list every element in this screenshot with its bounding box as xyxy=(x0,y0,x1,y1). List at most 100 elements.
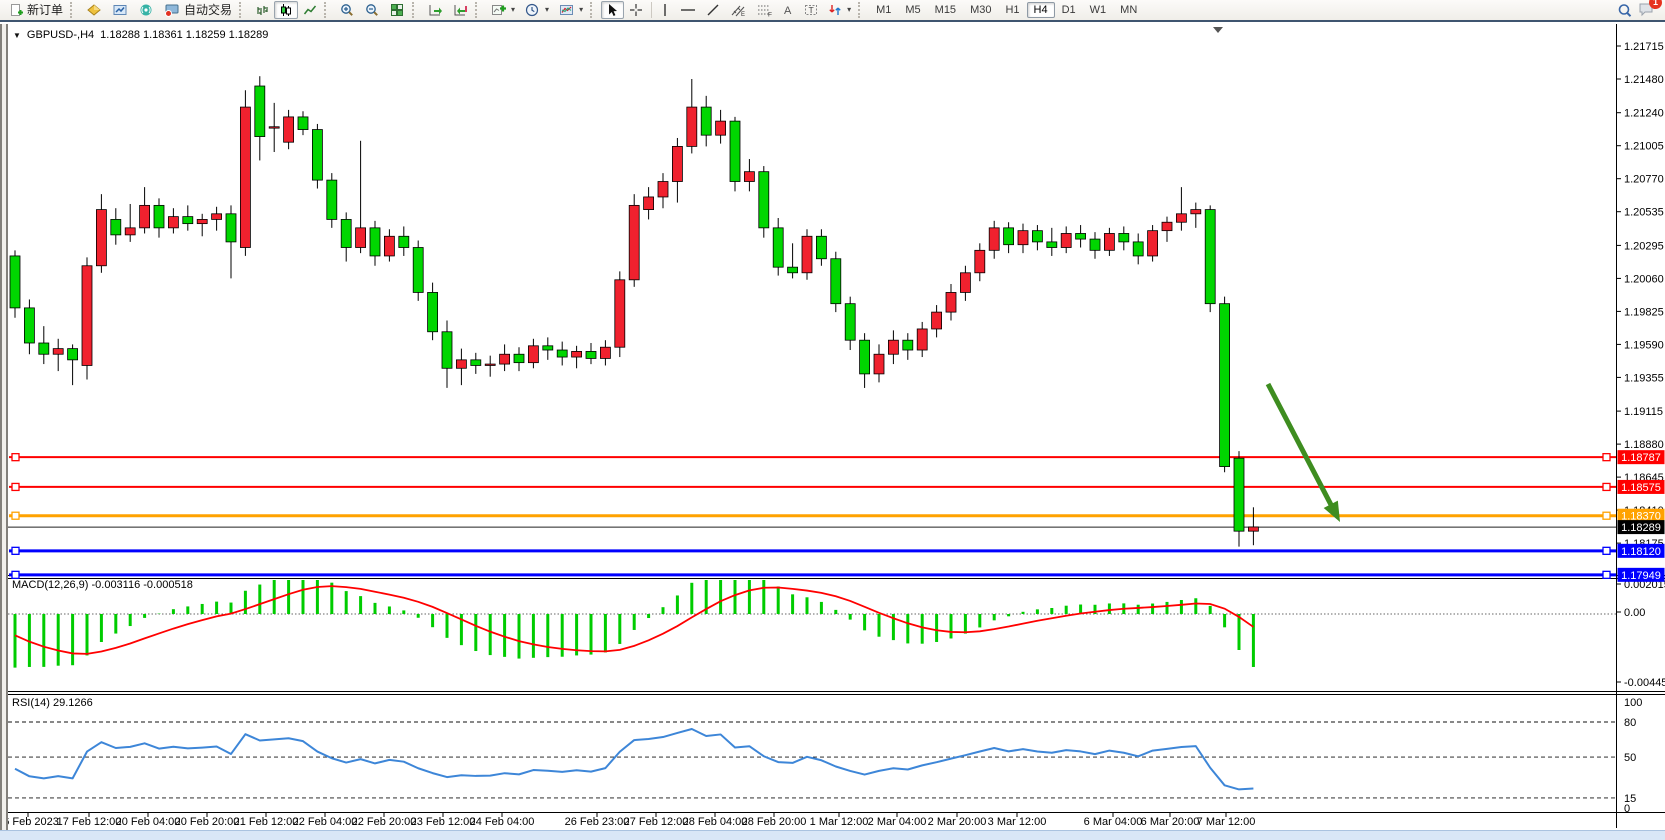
macd-indicator-label: MACD(12,26,9) -0.003116 -0.000518 xyxy=(12,579,193,591)
line-handle[interactable] xyxy=(11,570,20,579)
indicators-button[interactable]: ▾ xyxy=(486,1,520,19)
candle xyxy=(427,292,439,333)
text-icon: A xyxy=(782,3,794,17)
new-order-button[interactable]: 新订单 xyxy=(4,1,68,19)
trend-arrow-head[interactable] xyxy=(1323,500,1340,522)
timeframe-mn-button[interactable]: MN xyxy=(1113,2,1144,18)
chart-candles-button[interactable] xyxy=(274,1,299,19)
price-badge: 1.18575 xyxy=(1617,479,1665,494)
timeframe-h4-button[interactable]: H4 xyxy=(1026,2,1055,18)
line-handle[interactable] xyxy=(11,482,20,492)
hline-tool-button[interactable] xyxy=(675,1,701,19)
text-label-tool-button[interactable]: T xyxy=(799,1,823,19)
timeframe-m1-button[interactable]: M1 xyxy=(869,2,898,18)
signals-button[interactable] xyxy=(133,1,159,19)
crosshair-icon xyxy=(629,3,643,17)
market-watch-button[interactable] xyxy=(81,1,107,19)
candle xyxy=(1104,233,1115,251)
time-tick-label: 6 Mar 20:00 xyxy=(1141,816,1200,828)
chart-bars-button[interactable] xyxy=(250,1,274,19)
candle xyxy=(225,213,237,243)
toolbar-grip xyxy=(324,2,331,18)
timeframe-m5-button[interactable]: M5 xyxy=(898,2,927,18)
templates-button[interactable]: ▾ xyxy=(554,1,588,19)
search-button[interactable] xyxy=(1612,1,1638,20)
text-tool-button[interactable]: A xyxy=(777,1,799,19)
line-handle[interactable] xyxy=(1602,482,1611,492)
timeframe-h1-button[interactable]: H1 xyxy=(998,2,1026,18)
line-handle[interactable] xyxy=(1602,570,1611,579)
candle xyxy=(1003,227,1014,246)
line-handle[interactable] xyxy=(11,546,20,555)
candle xyxy=(412,247,424,293)
fibonacci-tool-button[interactable]: F xyxy=(751,1,777,19)
price-badge: 1.18787 xyxy=(1617,450,1665,465)
line-handle[interactable] xyxy=(11,511,20,520)
zoom-out-button[interactable] xyxy=(360,1,385,19)
time-tick-label: 16 Feb 2023 xyxy=(0,816,59,828)
timeframe-m30-button[interactable]: M30 xyxy=(963,2,998,18)
tile-windows-button[interactable] xyxy=(385,1,410,19)
price-axis: 1.21715 1.21480 1.21240 1.21005 1.20770 1.205… xyxy=(1616,41,1664,550)
candle xyxy=(772,227,784,268)
time-tick-label: 7 Mar 12:00 xyxy=(1197,816,1256,828)
line-handle[interactable] xyxy=(11,453,20,462)
svg-text:1.17949: 1.17949 xyxy=(1621,570,1661,582)
svg-text:A: A xyxy=(784,5,792,17)
price-tick-label: 1.20295 xyxy=(1624,240,1664,252)
line-handle[interactable] xyxy=(1602,453,1611,462)
rsi-line xyxy=(14,728,1254,791)
timeframe-d1-button[interactable]: D1 xyxy=(1055,2,1083,18)
candle xyxy=(916,328,928,351)
search-icon xyxy=(1617,3,1633,18)
candle xyxy=(787,266,798,274)
timeframe-m15-button[interactable]: M15 xyxy=(928,2,963,18)
candle xyxy=(571,351,582,358)
candle xyxy=(52,348,64,355)
zoom-in-icon xyxy=(340,3,355,17)
candle xyxy=(139,204,151,229)
autotrade-button[interactable]: 自动交易 xyxy=(159,1,237,19)
data-window-button[interactable] xyxy=(107,1,133,19)
candle xyxy=(196,219,208,225)
time-tick-label: 22 Feb 04:00 xyxy=(293,816,358,828)
chart-shift-marker[interactable] xyxy=(1213,27,1223,33)
svg-text:1.18575: 1.18575 xyxy=(1621,482,1661,494)
symbol-period-label: GBPUSD-,H4 xyxy=(26,29,95,41)
window-edge xyxy=(0,24,8,830)
rsi-value: 29.1266 xyxy=(52,697,93,709)
periods-button[interactable]: ▾ xyxy=(520,1,554,19)
chart-line-button[interactable] xyxy=(298,1,322,19)
candle xyxy=(974,249,986,274)
chat-button[interactable]: 1 xyxy=(1638,0,1662,20)
candle xyxy=(340,219,352,248)
cursor-tool-button[interactable] xyxy=(601,1,625,19)
svg-text:T: T xyxy=(809,5,814,15)
collapse-ohlc-toggle[interactable]: ▼ xyxy=(13,30,21,40)
text-label-icon: T xyxy=(804,3,818,17)
toolbar-grip xyxy=(590,2,597,18)
time-tick-label: 2 Mar 20:00 xyxy=(928,816,987,828)
vline-tool-button[interactable] xyxy=(655,1,675,19)
candle xyxy=(873,353,885,375)
macd-signal-line xyxy=(14,585,1254,655)
line-handle[interactable] xyxy=(1602,511,1611,520)
chart-shift-button[interactable] xyxy=(448,1,473,19)
candle xyxy=(311,129,323,181)
arrows-tool-button[interactable]: ▾ xyxy=(823,1,856,19)
candle xyxy=(211,213,223,220)
line-handle[interactable] xyxy=(1602,546,1611,555)
toolbar-grip xyxy=(70,2,77,18)
zoom-in-button[interactable] xyxy=(335,1,360,19)
timeframe-w1-button[interactable]: W1 xyxy=(1083,2,1114,18)
candle xyxy=(1176,213,1187,223)
autoscroll-button[interactable] xyxy=(423,1,448,19)
svg-text:F: F xyxy=(768,12,772,18)
channel-tool-button[interactable]: E xyxy=(725,1,751,19)
trend-arrow[interactable] xyxy=(1265,382,1335,509)
trendline-tool-button[interactable] xyxy=(701,1,725,19)
candle xyxy=(960,272,971,293)
crosshair-tool-button[interactable] xyxy=(624,1,648,19)
